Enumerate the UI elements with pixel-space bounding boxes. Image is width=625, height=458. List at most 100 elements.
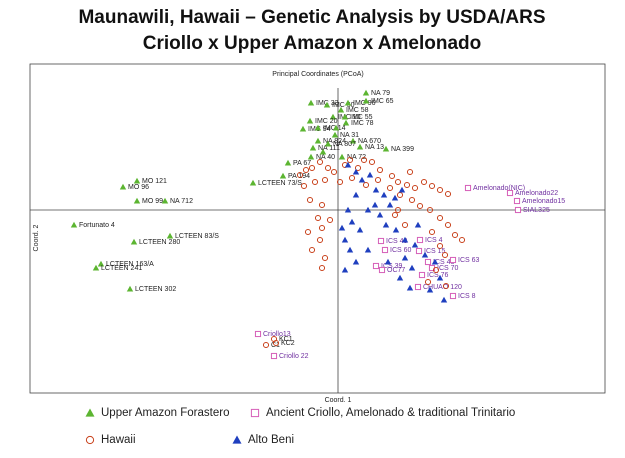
y-axis-label: Coord. 2 xyxy=(33,224,40,251)
triangle-marker xyxy=(344,206,352,213)
triangle-marker xyxy=(356,143,364,150)
point-label: KC2 xyxy=(281,340,295,347)
circle-marker xyxy=(428,182,436,190)
circle-marker xyxy=(374,176,382,184)
point-label: NA 72 xyxy=(347,154,366,161)
point-label: SIAL325 xyxy=(523,207,550,214)
triangle-marker xyxy=(352,191,360,198)
triangle-marker xyxy=(331,131,339,138)
square-marker xyxy=(513,197,521,205)
circle-marker xyxy=(403,181,411,189)
square-marker xyxy=(270,352,278,360)
point-label: MO 99 xyxy=(142,198,163,205)
circle-marker xyxy=(346,156,354,164)
square-marker xyxy=(464,184,472,192)
circle-marker xyxy=(368,158,376,166)
circle-marker xyxy=(401,221,409,229)
triangle-marker xyxy=(309,144,317,151)
triangle-marker xyxy=(130,238,138,245)
circle-marker xyxy=(296,171,304,179)
circle-marker xyxy=(408,196,416,204)
circle-marker xyxy=(318,224,326,232)
point-label: ICS 60 xyxy=(390,247,412,254)
triangle-marker xyxy=(338,224,346,231)
point-label: IMC 20 xyxy=(315,118,338,125)
point-label: ICS 76 xyxy=(427,272,449,279)
triangle-marker xyxy=(396,274,404,281)
point-label: OC77 xyxy=(387,267,405,274)
triangle-marker xyxy=(314,124,322,131)
triangle-marker xyxy=(380,191,388,198)
point-label: PA 194 xyxy=(288,173,310,180)
triangle-marker xyxy=(161,197,169,204)
triangle-marker xyxy=(382,221,390,228)
point-label: LCTEEN 73/S xyxy=(258,180,302,187)
triangle-marker xyxy=(323,101,331,108)
circle-marker xyxy=(336,178,344,186)
legend-marker xyxy=(85,435,95,445)
triangle-marker xyxy=(346,246,354,253)
point-label: NA 31 xyxy=(340,132,359,139)
circle-marker xyxy=(316,236,324,244)
square-marker xyxy=(415,247,423,255)
triangle-marker xyxy=(92,264,100,271)
legend-marker xyxy=(232,435,242,444)
circle-marker xyxy=(420,178,428,186)
square-marker xyxy=(414,283,422,291)
point-label: NA 712 xyxy=(170,198,193,205)
triangle-marker xyxy=(371,201,379,208)
point-label: NA 13 xyxy=(365,144,384,151)
point-label: NA 111 xyxy=(318,145,340,152)
point-label: NA 399 xyxy=(391,146,414,153)
triangle-marker xyxy=(342,119,350,126)
plot-title: Principal Coordinates (PCoA) xyxy=(272,71,363,78)
point-label: ICS 70 xyxy=(437,265,459,272)
circle-marker xyxy=(394,178,402,186)
circle-marker xyxy=(442,282,450,290)
circle-marker xyxy=(330,168,338,176)
point-label: NA 824 xyxy=(323,138,346,145)
circle-marker xyxy=(311,178,319,186)
triangle-marker xyxy=(166,232,174,239)
circle-marker xyxy=(306,196,314,204)
legend-label: Alto Beni xyxy=(248,434,294,446)
point-label: ICS 8 xyxy=(458,293,476,300)
square-marker xyxy=(424,258,432,266)
triangle-marker xyxy=(362,97,370,104)
legend-label: Hawaii xyxy=(101,434,136,446)
square-marker xyxy=(381,246,389,254)
x-axis-label: Coord. 1 xyxy=(325,397,352,404)
triangle-marker xyxy=(364,246,372,253)
triangle-marker xyxy=(337,106,345,113)
triangle-marker xyxy=(126,285,134,292)
circle-marker xyxy=(318,264,326,272)
triangle-marker xyxy=(414,221,422,228)
square-marker xyxy=(449,292,457,300)
point-label: NA 670 xyxy=(358,138,381,145)
point-label: IMC 65 xyxy=(371,98,394,105)
circle-marker xyxy=(308,164,316,172)
circle-marker xyxy=(436,186,444,194)
point-label: ICS 48 xyxy=(386,238,408,245)
circle-marker xyxy=(424,278,432,286)
circle-marker xyxy=(300,182,308,190)
legend-marker xyxy=(85,408,95,417)
triangle-marker xyxy=(324,140,332,147)
triangle-marker xyxy=(358,176,366,183)
circle-marker xyxy=(321,176,329,184)
triangle-marker xyxy=(356,226,364,233)
circle-marker xyxy=(321,254,329,262)
point-label: NA 79 xyxy=(371,90,390,97)
circle-marker xyxy=(444,221,452,229)
circle-marker xyxy=(308,246,316,254)
square-marker xyxy=(506,189,514,197)
circle-marker xyxy=(441,251,449,259)
triangle-marker xyxy=(332,124,340,131)
triangle-marker xyxy=(344,99,352,106)
circle-marker xyxy=(324,164,332,172)
triangle-marker xyxy=(133,177,141,184)
triangle-marker xyxy=(306,117,314,124)
circle-marker xyxy=(444,190,452,198)
triangle-marker xyxy=(401,254,409,261)
triangle-marker xyxy=(366,171,374,178)
